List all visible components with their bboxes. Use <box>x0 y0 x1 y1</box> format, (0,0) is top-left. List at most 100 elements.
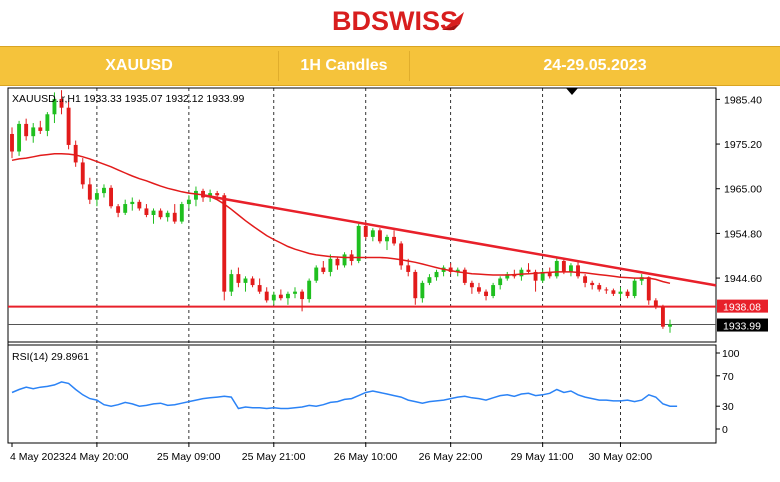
candle <box>264 287 269 303</box>
candle <box>370 228 375 242</box>
candle <box>385 234 389 251</box>
candle <box>66 101 71 150</box>
candle <box>335 256 340 270</box>
candle <box>186 195 191 209</box>
brand-arrow-icon <box>442 12 464 30</box>
candles <box>10 90 672 333</box>
price-pane-border <box>7 87 717 343</box>
candle <box>342 252 347 268</box>
candle <box>377 228 382 244</box>
current-price-label: 1933.99 <box>723 321 761 333</box>
candle <box>653 298 658 310</box>
time-tick-label: 26 May 10:00 <box>334 451 398 463</box>
candle <box>576 260 580 279</box>
header-divider <box>278 51 279 81</box>
candle <box>73 140 78 167</box>
brand-swiss: SWISS <box>371 6 459 36</box>
candle <box>38 120 43 134</box>
candle <box>639 274 644 286</box>
candle <box>462 267 467 286</box>
candle <box>285 291 290 305</box>
candle <box>498 276 503 290</box>
candle <box>434 269 439 281</box>
moving-average-line <box>11 152 671 285</box>
candle <box>625 289 630 299</box>
current-price-tag: 1933.99 <box>717 318 768 333</box>
candle <box>660 304 665 329</box>
candle <box>222 193 227 301</box>
chart-info-label: XAUUSD..r,H1 1933.33 1935.07 1932.12 193… <box>12 93 244 105</box>
candle <box>278 289 283 301</box>
rsi-axis: 100 70 30 0 <box>716 348 740 436</box>
candle <box>10 127 14 159</box>
candle <box>427 274 432 286</box>
candle <box>158 208 163 220</box>
candle <box>250 276 255 288</box>
candle <box>17 120 22 156</box>
time-tick-label: 24 May 20:00 <box>65 451 129 463</box>
candle <box>144 204 149 218</box>
chart-header-bar: XAUUSD 1H Candles 24-29.05.2023 <box>0 46 780 86</box>
price-tick-label: 1985.40 <box>724 94 762 106</box>
candle <box>194 186 198 207</box>
candle <box>307 278 312 303</box>
candle <box>271 291 276 305</box>
brand-banner: BDSWISS <box>0 0 780 44</box>
candle <box>31 123 36 143</box>
brand-bd: BD <box>332 6 371 36</box>
candle <box>399 241 404 270</box>
candle <box>632 278 637 299</box>
candle <box>491 282 496 299</box>
candle <box>583 274 588 288</box>
time-axis: 4 May 2023 24 May 20:00 25 May 09:00 25 May… <box>10 443 652 463</box>
candle <box>413 269 418 305</box>
candle <box>130 197 135 211</box>
candle <box>165 210 170 222</box>
candle <box>59 90 64 115</box>
candle <box>477 282 481 294</box>
candle <box>356 223 361 264</box>
candle <box>123 199 128 215</box>
candle <box>94 188 99 207</box>
candle <box>229 269 234 297</box>
rsi-line <box>11 381 678 410</box>
rsi-pane-border <box>7 344 717 444</box>
price-tick-label: 1975.20 <box>724 139 762 151</box>
grid-lines <box>96 88 621 443</box>
candle <box>87 177 92 205</box>
price-tick-label: 1954.80 <box>724 228 762 240</box>
time-tick-label: 4 May 2023 <box>10 451 65 463</box>
candle <box>45 112 50 137</box>
candle <box>448 263 453 275</box>
candle <box>314 265 319 283</box>
candle <box>109 185 113 209</box>
candle <box>52 92 57 124</box>
candle <box>172 204 177 224</box>
candle <box>604 287 609 294</box>
time-tick-label: 25 May 09:00 <box>157 451 221 463</box>
candle <box>24 118 29 141</box>
candle <box>469 280 474 294</box>
descending-trendline <box>202 194 717 287</box>
candle <box>293 287 297 299</box>
candle <box>116 204 121 218</box>
time-tick-label: 25 May 21:00 <box>242 451 306 463</box>
rsi-tick-label: 100 <box>722 348 740 360</box>
support-price-label: 1938.08 <box>723 302 761 314</box>
time-tick-label: 30 May 02:00 <box>588 451 652 463</box>
candle <box>243 276 248 292</box>
candle <box>618 287 623 299</box>
candle <box>236 267 241 288</box>
header-timeframe: 1H Candles <box>300 57 388 74</box>
candle <box>540 269 545 283</box>
candle <box>179 201 184 224</box>
candle <box>392 230 397 246</box>
price-chart[interactable]: XAUUSD..r,H1 1933.33 1935.07 1932.12 193… <box>0 84 780 482</box>
rsi-tick-label: 70 <box>722 371 734 383</box>
candle <box>137 199 142 211</box>
header-divider <box>409 51 410 81</box>
candle <box>321 260 326 275</box>
rsi-label: RSI(14) 29.8961 <box>12 351 89 363</box>
candle <box>646 276 651 305</box>
candle <box>668 319 672 333</box>
